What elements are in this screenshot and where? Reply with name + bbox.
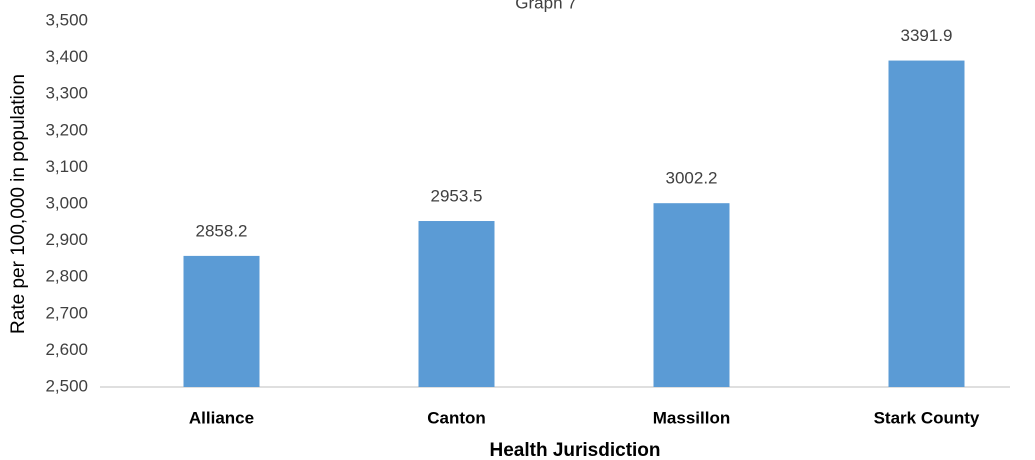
bar [183,255,260,387]
y-tick-label: 3,400 [45,47,88,66]
y-tick-label: 2,600 [45,340,88,359]
y-axis-title: Rate per 100,000 in population [8,74,29,334]
data-label: 3002.2 [666,169,718,188]
y-tick-label: 3,300 [45,84,88,103]
x-tick-label: Massillon [653,408,730,427]
chart-title: Graph 7 [515,0,576,12]
y-tick-label: 2,500 [45,376,88,395]
x-tick-label: Stark County [874,408,980,427]
y-tick-label: 3,100 [45,157,88,176]
x-tick-label: Alliance [189,408,254,427]
y-tick-label: 3,500 [45,10,88,29]
y-tick-label: 3,200 [45,120,88,139]
x-axis-title: Health Jurisdiction [489,440,660,460]
data-label: 2953.5 [431,187,483,206]
x-tick-label: Canton [427,408,486,427]
data-label: 3391.9 [901,26,953,45]
y-tick-label: 3,000 [45,193,88,212]
data-label: 2858.2 [196,221,248,240]
bar [653,203,730,387]
bar [888,60,965,387]
bar [418,221,495,387]
y-tick-label: 2,700 [45,303,88,322]
y-tick-label: 2,800 [45,267,88,286]
y-tick-label: 2,900 [45,230,88,249]
